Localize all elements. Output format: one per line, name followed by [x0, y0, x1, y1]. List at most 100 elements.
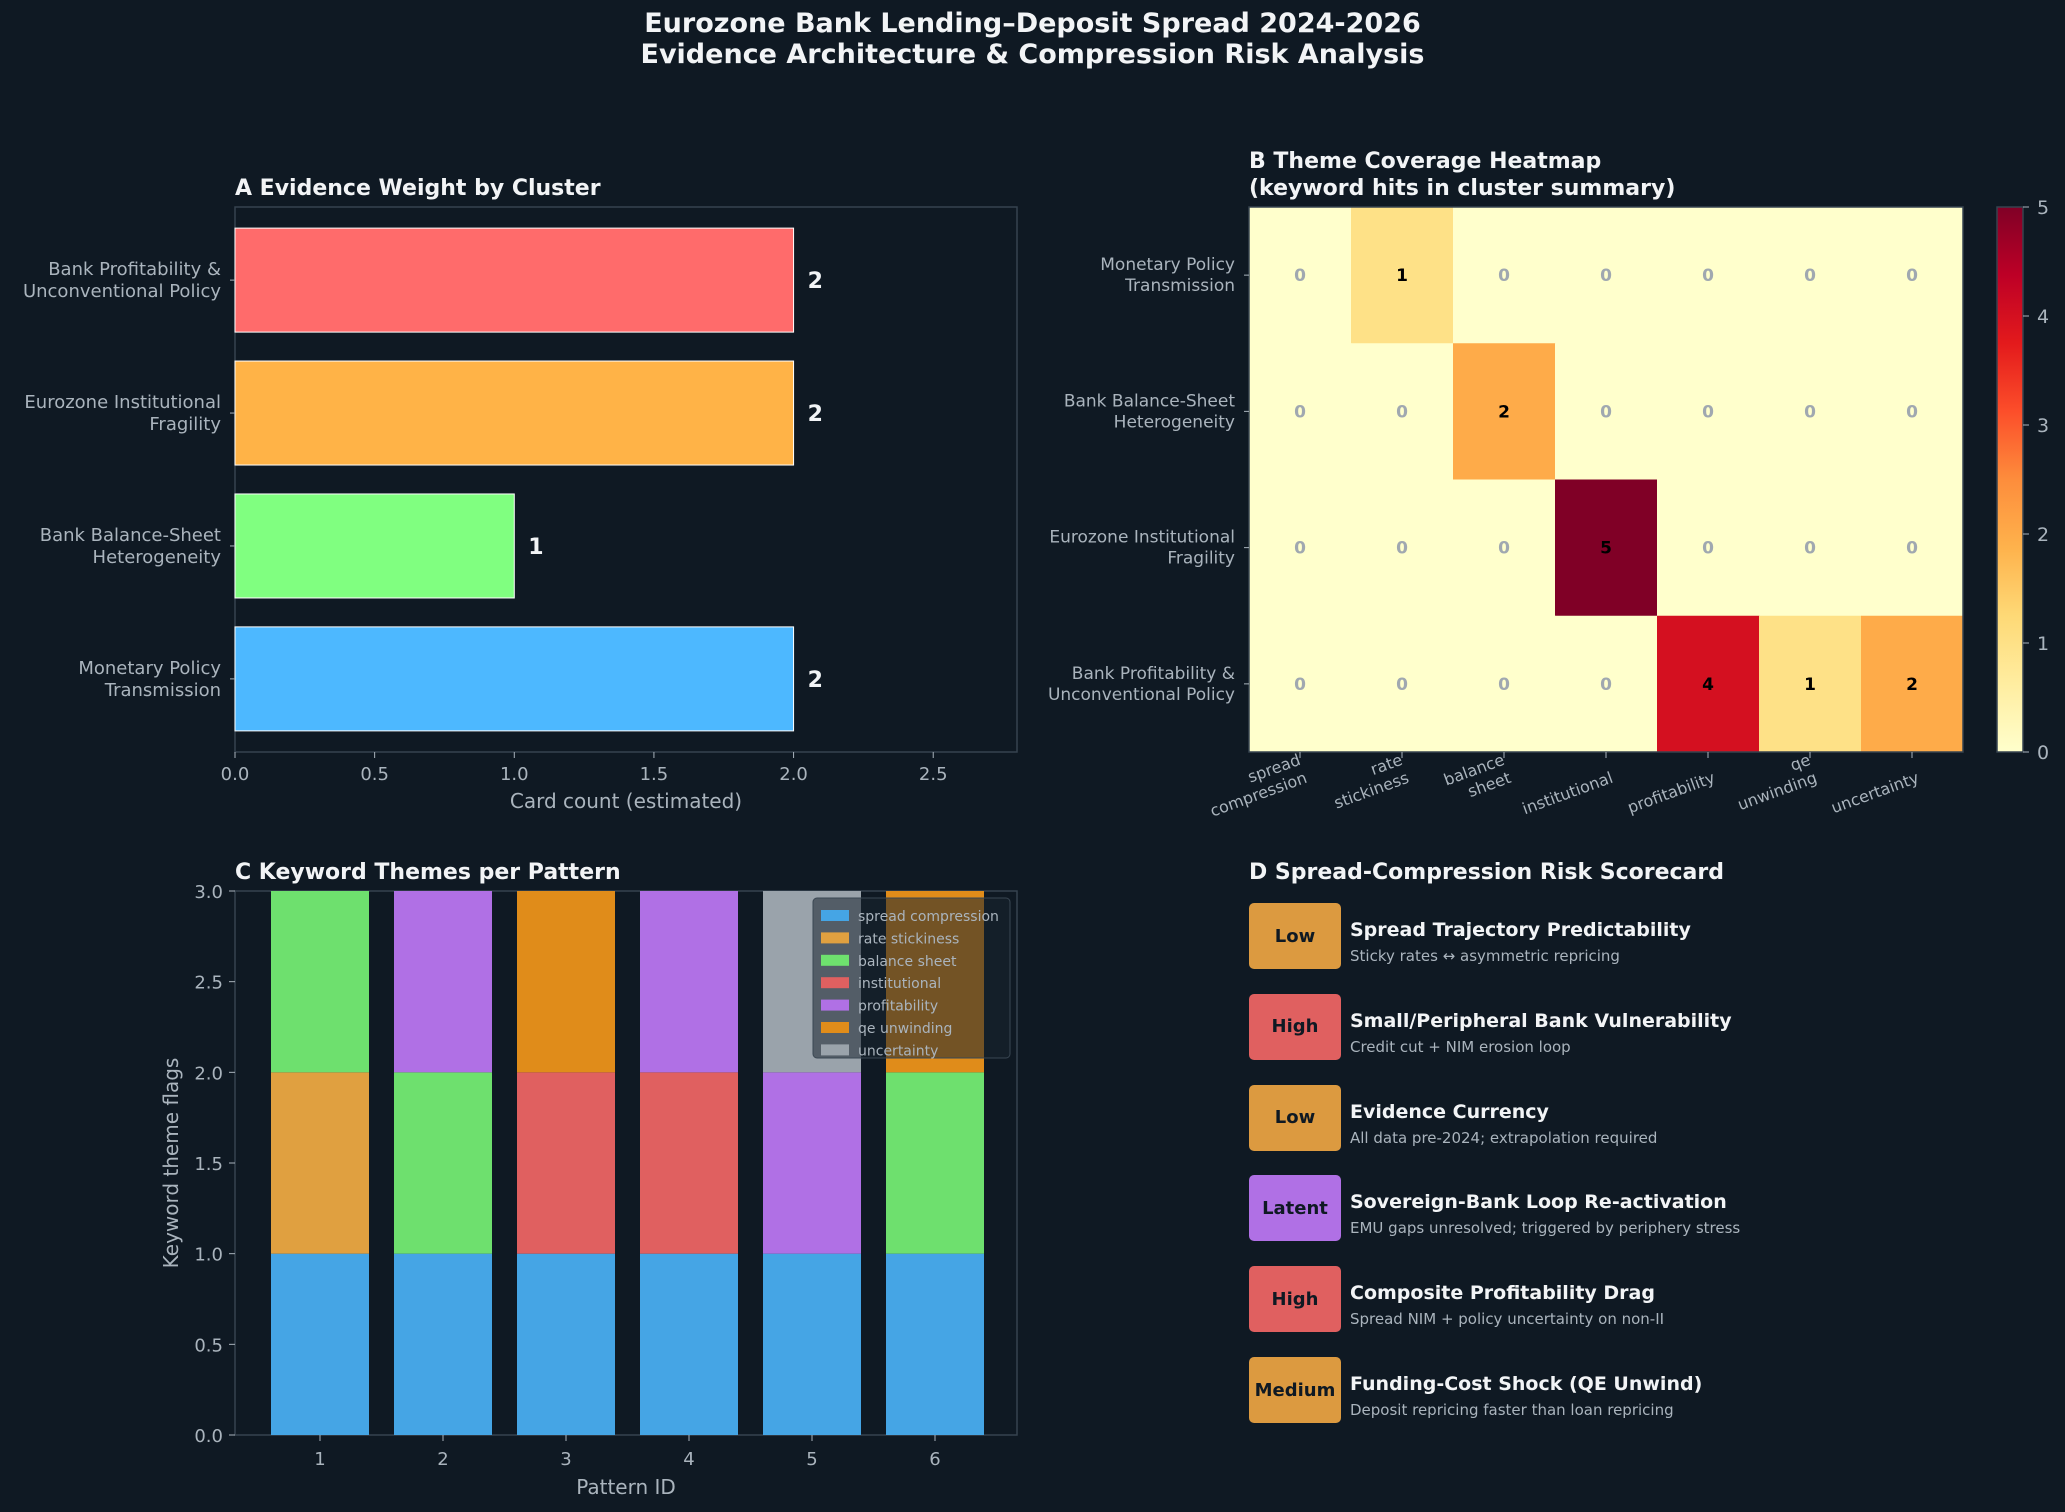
heatmap-cell — [1657, 343, 1760, 480]
stacked-bar-segment — [517, 891, 615, 1073]
x-tick-label: 2 — [437, 1449, 448, 1470]
heatmap-cell — [1861, 343, 1964, 480]
scorecard-item-title: Small/Peripheral Bank Vulnerability — [1350, 1009, 1732, 1032]
stacked-bar-segment — [640, 1253, 738, 1435]
scorecard-item-title: Spread Trajectory Predictability — [1350, 919, 1691, 941]
heatmap-cell — [1759, 615, 1862, 753]
heatmap-cell-value: 0 — [1294, 402, 1306, 422]
x-tick-label: 1 — [314, 1449, 325, 1470]
stacked-bar-segment — [394, 1253, 492, 1435]
x-axis-label: Card count (estimated) — [510, 789, 742, 813]
y-tick-label: 0.5 — [194, 1335, 223, 1356]
heatmap-cell — [1555, 207, 1658, 344]
heatmap-cell-value: 1 — [1804, 675, 1816, 695]
figure-title-line-2: Evidence Architecture & Compression Risk… — [640, 39, 1425, 70]
colorbar-tick-label: 5 — [2037, 197, 2049, 219]
heatmap-cell-value: 0 — [1906, 266, 1918, 286]
y-tick-label: 2.0 — [194, 1063, 223, 1084]
heatmap-cell — [1249, 479, 1352, 617]
scorecard-item-subtitle: Spread NIM + policy uncertainty on non-I… — [1350, 1310, 1665, 1329]
heatmap-cell-value: 0 — [1600, 402, 1612, 422]
risk-level-badge: Low — [1249, 903, 1341, 969]
heatmap-cell — [1657, 479, 1760, 617]
heatmap-cell-value: 0 — [1906, 402, 1918, 422]
x-tick-label: 5 — [806, 1449, 817, 1470]
heatmap-column-label-group: uncertainty — [1829, 768, 1922, 817]
heatmap-cell-value: 0 — [1396, 539, 1408, 559]
y-tick-label: Eurozone Institutional Fragility — [24, 392, 221, 435]
heatmap-cell — [1453, 615, 1556, 753]
heatmap-cell-value: 2 — [1498, 402, 1510, 422]
legend-label: qe unwinding — [858, 1021, 952, 1037]
stacked-bar-segment — [886, 1072, 984, 1254]
risk-level-badge: High — [1249, 1266, 1341, 1333]
risk-level-badge: Latent — [1249, 1175, 1341, 1242]
heatmap-column-label: qeunwinding — [1729, 750, 1820, 814]
colorbar-tick-label: 0 — [2037, 742, 2049, 764]
y-tick-label: 1.0 — [194, 1245, 223, 1266]
y-tick-label: Bank Profitability & Unconventional Polic… — [23, 259, 221, 302]
legend-label: balance sheet — [858, 954, 957, 970]
x-axis-label: Pattern ID — [576, 1475, 676, 1499]
legend-label: institutional — [858, 976, 941, 992]
scorecard-item-subtitle: Deposit repricing faster than loan repri… — [1350, 1401, 1674, 1419]
heatmap-cell — [1351, 207, 1454, 344]
heatmap-cell — [1453, 207, 1556, 344]
legend-swatch — [821, 977, 849, 989]
heatmap-cell — [1351, 615, 1454, 753]
scorecard-item: High Small/Peripheral Bank Vulnerability C… — [1249, 993, 2049, 1060]
bar-value-label: 1 — [528, 535, 543, 560]
x-tick-label: 0.0 — [221, 764, 250, 785]
scorecard-item-subtitle: Credit cut + NIM erosion loop — [1350, 1037, 1571, 1056]
panel-d-title: D Spread-Compression Risk Scorecard — [1249, 860, 1724, 885]
bar-4 — [234, 227, 795, 333]
stacked-bar-segment — [886, 1253, 984, 1435]
legend-label: profitability — [858, 999, 938, 1015]
heatmap-cell-value: 0 — [1600, 675, 1612, 695]
bar-1 — [234, 626, 795, 732]
heatmap-cell-value: 0 — [1804, 402, 1816, 422]
heatmap-cell-value: 0 — [1702, 266, 1714, 286]
heatmap-row-label: Monetary Policy Transmission — [1100, 255, 1235, 296]
heatmap-cell — [1759, 207, 1862, 344]
heatmap-row-label: Bank Profitability & Unconventional Polic… — [1048, 664, 1235, 705]
scorecard-item-title: Sovereign-Bank Loop Re-activation — [1350, 1191, 1727, 1214]
scorecard-item-title: Composite Profitability Drag — [1350, 1282, 1655, 1305]
heatmap-column-label: ratestickiness — [1325, 750, 1411, 812]
heatmap-cell-value: 0 — [1396, 675, 1408, 695]
heatmap-column-label-group: balancesheet — [1441, 750, 1513, 807]
heatmap-cell-value: 0 — [1804, 266, 1816, 286]
stacked-bar-segment — [271, 1072, 369, 1254]
heatmap-cell — [1657, 615, 1760, 753]
heatmap-cell — [1555, 343, 1658, 480]
heatmap-column-label-group: qeunwinding — [1729, 750, 1820, 814]
scorecard-item-subtitle: Sticky rates ↔ asymmetric repricing — [1350, 947, 1620, 965]
legend-swatch — [821, 954, 849, 966]
risk-level-badge: Medium — [1249, 1357, 1341, 1423]
heatmap-column-label-group: institutional — [1520, 768, 1616, 818]
scorecard-item: Latent Sovereign-Bank Loop Re-activation E… — [1249, 1175, 2049, 1242]
stacked-bar-segment — [271, 891, 369, 1073]
bar-value-label: 2 — [808, 668, 823, 693]
heatmap-cell — [1453, 343, 1556, 480]
scorecard-item: Low Spread Trajectory Predictability Stick… — [1249, 903, 2049, 969]
colorbar-tick-label: 1 — [2037, 633, 2049, 655]
panel-c-title: C Keyword Themes per Pattern — [235, 860, 621, 885]
colorbar-tick-label: 4 — [2037, 306, 2049, 328]
heatmap-cell-value: 0 — [1702, 539, 1714, 559]
scorecard-item: Medium Funding-Cost Shock (QE Unwind) Depo… — [1249, 1357, 2049, 1423]
x-tick-label: 3 — [560, 1449, 571, 1470]
figure-title-line-1: Eurozone Bank Lending–Deposit Spread 202… — [644, 8, 1421, 39]
stacked-bar-segment — [763, 1072, 861, 1254]
scorecard-item-subtitle: EMU gaps unresolved; triggered by periph… — [1350, 1219, 1741, 1238]
y-tick-label: Bank Balance-Sheet Heterogeneity — [40, 525, 222, 568]
heatmap-cell — [1759, 479, 1862, 617]
heatmap-cell — [1453, 479, 1556, 617]
heatmap-cell — [1249, 207, 1352, 344]
legend-swatch — [821, 1044, 849, 1056]
bar-2 — [234, 493, 515, 599]
scorecard-item: High Composite Profitability Drag Spread N… — [1249, 1266, 2049, 1333]
heatmap-cell-value: 0 — [1294, 539, 1306, 559]
heatmap-column-label: balancesheet — [1441, 750, 1513, 807]
